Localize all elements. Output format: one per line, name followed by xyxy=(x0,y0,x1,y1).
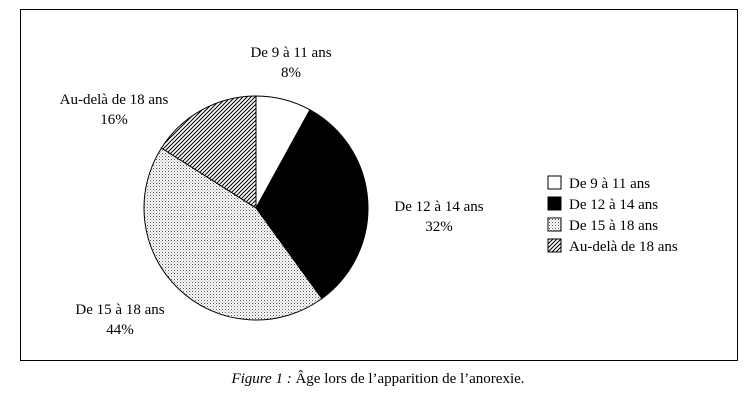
legend-swatch-4 xyxy=(547,238,562,253)
legend-label-2: De 12 à 14 ans xyxy=(569,197,658,213)
slice-label-1: De 9 à 11 ans xyxy=(250,45,331,61)
slice-value-3: 44% xyxy=(106,322,134,338)
caption-text: Âge lors de l’apparition de l’anorexie. xyxy=(291,371,525,387)
caption-prefix: Figure 1 : xyxy=(231,371,292,387)
pie-slice-4 xyxy=(160,95,257,209)
slice-label-3: De 15 à 18 ans xyxy=(75,302,164,318)
slice-label-4: Au-delà de 18 ans xyxy=(60,92,169,108)
pie-slice-2 xyxy=(255,109,369,300)
pie-slice-3 xyxy=(143,147,323,321)
slice-label-2: De 12 à 14 ans xyxy=(394,199,483,215)
legend-swatch-1 xyxy=(547,175,562,190)
legend-label-1: De 9 à 11 ans xyxy=(569,176,650,192)
figure-caption: Figure 1 : Âge lors de l’apparition de l… xyxy=(0,371,756,388)
slice-value-1: 8% xyxy=(281,65,301,81)
legend-swatch-2 xyxy=(547,196,562,211)
slice-value-4: 16% xyxy=(100,112,128,128)
legend-label-4: Au-delà de 18 ans xyxy=(569,239,678,255)
slice-value-2: 32% xyxy=(425,219,453,235)
figure-frame xyxy=(20,9,738,361)
legend-swatch-3 xyxy=(547,217,562,232)
legend-label-3: De 15 à 18 ans xyxy=(569,218,658,234)
